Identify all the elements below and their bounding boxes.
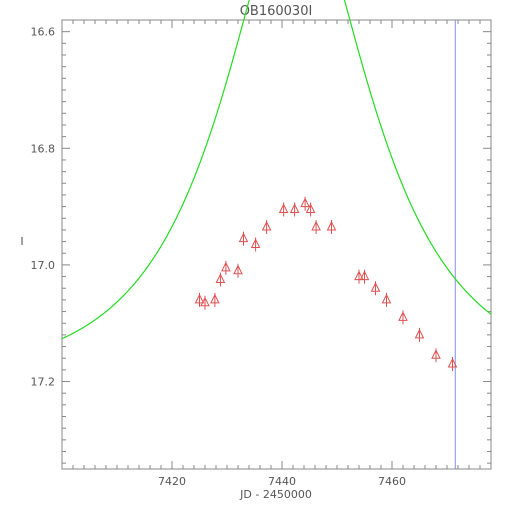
data-point <box>238 231 249 246</box>
y-axis-label: I <box>20 235 23 248</box>
x-tick-label: 7440 <box>268 475 296 488</box>
data-point <box>326 220 337 235</box>
data-point <box>200 295 210 310</box>
data-point <box>233 263 243 278</box>
plot-area <box>61 0 492 469</box>
data-point <box>250 237 261 252</box>
plot-frame <box>61 19 492 470</box>
chart-title: OB160030I <box>240 4 313 19</box>
y-tick-label: 16.8 <box>31 142 56 155</box>
data-point <box>359 269 370 284</box>
x-tick-label: 7460 <box>378 475 406 488</box>
data-point <box>289 202 300 217</box>
data-point <box>221 260 231 275</box>
data-point <box>354 269 364 284</box>
data-point <box>311 220 321 235</box>
x-axis-label: JD - 2450000 <box>239 488 312 501</box>
data-point <box>381 292 392 307</box>
data-point <box>370 281 381 296</box>
data-point <box>278 202 289 217</box>
data-point <box>447 357 458 372</box>
data-point <box>300 196 310 211</box>
data-point <box>215 272 226 287</box>
y-tick-label: 17.2 <box>31 376 56 389</box>
y-tick-label: 16.6 <box>31 26 56 39</box>
data-point <box>261 220 272 235</box>
axes: 7420 7440 7460 16.6 16.8 17.0 17.2 <box>31 20 492 488</box>
model-curve <box>61 0 492 340</box>
data-point <box>414 327 425 342</box>
x-tick-label: 7420 <box>158 475 186 488</box>
data-point <box>305 202 316 217</box>
data-point <box>398 310 408 325</box>
data-point <box>210 292 220 307</box>
data-point <box>194 292 205 307</box>
y-tick-label: 17.0 <box>31 259 56 272</box>
data-point <box>431 348 441 363</box>
